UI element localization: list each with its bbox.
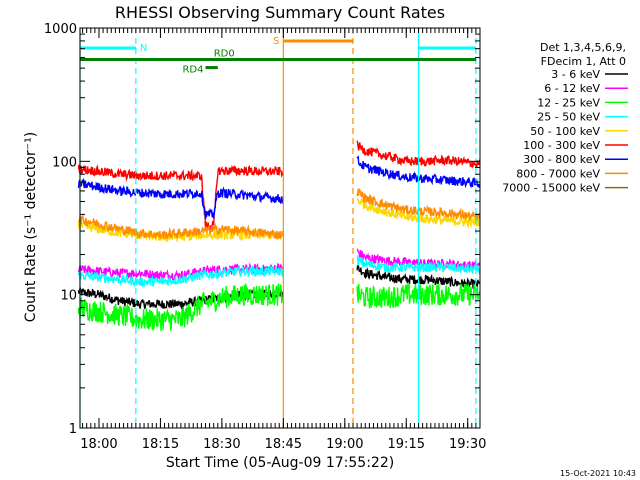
x-tick-label-0: 18:00: [80, 437, 117, 452]
x-tick-label-3: 18:45: [265, 437, 302, 452]
legend-header-1: FDecim 1, Att 0: [541, 55, 626, 68]
y-axis-label: Count Rate (s⁻¹ detector⁻¹): [23, 132, 39, 322]
plot-frame: [79, 27, 481, 429]
legend: Det 1,3,4,5,6,9,FDecim 1, Att 03 - 6 keV…: [502, 41, 628, 195]
x-tick-label-6: 19:30: [449, 437, 486, 452]
y-tick-label-2: 100: [52, 155, 77, 170]
legend-label-0: 3 - 6 keV: [551, 68, 600, 81]
legend-label-6: 300 - 800 keV: [523, 153, 600, 166]
legend-label-4: 50 - 100 keV: [530, 125, 600, 138]
plot-area: N S RD0 RD4: [77, 28, 481, 428]
night-label: N: [140, 43, 147, 54]
legend-label-3: 25 - 50 keV: [537, 111, 600, 124]
legend-label-5: 100 - 300 keV: [523, 139, 600, 152]
decimation-label-1: RD4: [182, 65, 203, 76]
x-tick-label-1: 18:15: [142, 437, 179, 452]
x-tick-label-4: 19:00: [326, 437, 363, 452]
x-tick-label-2: 18:30: [203, 437, 240, 452]
x-tick-label-5: 19:15: [388, 437, 425, 452]
legend-label-2: 12 - 25 keV: [537, 96, 600, 109]
y-tick-label-0: 1: [69, 422, 77, 437]
legend-header-0: Det 1,3,4,5,6,9,: [540, 41, 626, 54]
y-tick-label-3: 1000: [44, 22, 77, 37]
legend-label-7: 800 - 7000 keV: [516, 167, 600, 180]
footer-timestamp: 15-Oct-2021 10:43: [560, 469, 636, 478]
legend-label-8: 7000 - 15000 keV: [502, 182, 600, 195]
legend-label-1: 6 - 12 keV: [544, 82, 600, 95]
x-axis-label: Start Time (05-Aug-09 17:55:22): [166, 455, 394, 471]
decimation-label-0: RD0: [214, 49, 235, 60]
y-tick-label-1: 10: [60, 289, 77, 304]
axes: 1 10 100 1000 18:00 18:15 18:30 18:45 19:00 19:15…: [44, 22, 487, 452]
series-line-2: [77, 283, 481, 332]
saa-label: S: [273, 36, 279, 47]
chart-title: RHESSI Observing Summary Count Rates: [115, 3, 445, 22]
